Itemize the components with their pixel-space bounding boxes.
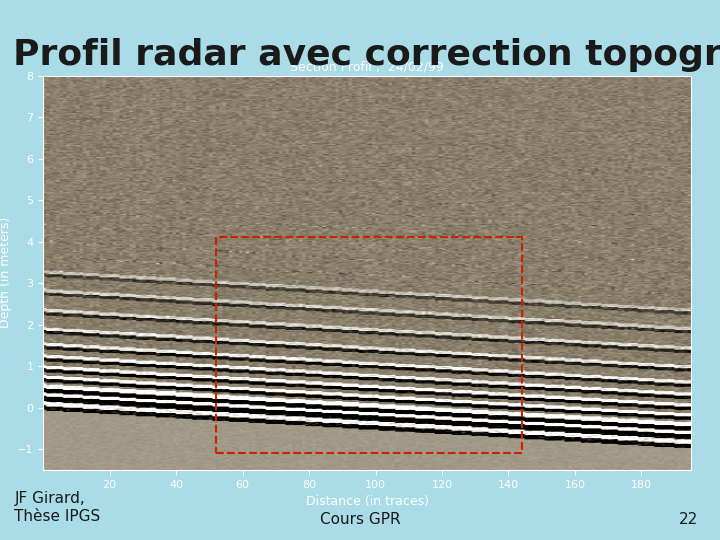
Text: Cours GPR: Cours GPR <box>320 511 400 526</box>
Bar <box>216 238 522 453</box>
Title: Section Profil ,  24/02/99: Section Profil , 24/02/99 <box>290 60 444 73</box>
Y-axis label: Depth (in meters): Depth (in meters) <box>0 217 12 328</box>
Text: JF Girard,
Thèse IPGS: JF Girard, Thèse IPGS <box>14 491 101 524</box>
Text: Profil radar avec correction topographique: Profil radar avec correction topographiq… <box>13 38 720 72</box>
X-axis label: Distance (in traces): Distance (in traces) <box>306 495 428 508</box>
Text: 22: 22 <box>679 511 698 526</box>
